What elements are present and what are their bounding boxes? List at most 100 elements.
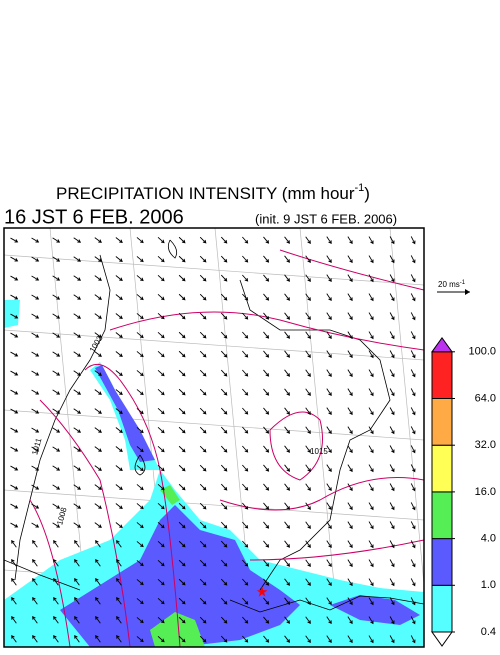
wind-arrow bbox=[347, 369, 353, 378]
wind-arrow bbox=[74, 578, 80, 586]
wind-arrow bbox=[389, 483, 395, 492]
wind-arrow bbox=[410, 274, 416, 283]
wind-arrow bbox=[368, 597, 374, 606]
wind-arrow bbox=[74, 597, 80, 605]
wind-arrow bbox=[199, 236, 207, 244]
wind-arrow bbox=[10, 446, 19, 452]
wind-arrow bbox=[53, 597, 59, 605]
wind-arrow bbox=[199, 578, 207, 586]
wind-arrow bbox=[284, 388, 290, 396]
wind-arrow bbox=[94, 484, 102, 490]
wind-arrow bbox=[199, 464, 207, 472]
wind-arrow bbox=[31, 522, 40, 528]
wind-arrow bbox=[136, 389, 144, 396]
wind-arrow bbox=[368, 388, 374, 397]
wind-arrow bbox=[199, 559, 207, 567]
wind-arrow bbox=[52, 256, 61, 262]
wind-arrow bbox=[10, 503, 19, 509]
wind-arrow bbox=[389, 635, 395, 644]
reference-arrowhead bbox=[465, 289, 470, 295]
wind-arrow bbox=[284, 331, 290, 339]
wind-arrow bbox=[326, 578, 332, 587]
wind-arrow bbox=[263, 293, 270, 301]
wind-arrow bbox=[389, 369, 395, 378]
wind-arrow bbox=[31, 237, 40, 243]
wind-arrow bbox=[115, 446, 123, 453]
map-frame bbox=[3, 227, 425, 648]
wind-vectors bbox=[10, 236, 416, 644]
wind-arrow bbox=[199, 407, 207, 415]
parallel bbox=[4, 409, 424, 441]
wind-arrow bbox=[199, 597, 207, 605]
wind-arrow bbox=[326, 236, 332, 245]
wind-arrow bbox=[389, 407, 395, 416]
wind-arrow bbox=[116, 540, 122, 548]
wind-arrow bbox=[32, 559, 38, 567]
wind-arrow bbox=[10, 389, 19, 395]
colorbar-over bbox=[431, 336, 453, 353]
wind-arrow bbox=[178, 502, 186, 510]
wind-arrow bbox=[284, 559, 290, 567]
wind-arrow bbox=[136, 636, 144, 643]
wind-arrow bbox=[263, 312, 270, 320]
wind-arrow bbox=[410, 464, 416, 473]
wind-arrow bbox=[73, 522, 82, 528]
wind-arrow bbox=[94, 256, 102, 262]
wind-arrow bbox=[178, 274, 186, 282]
wind-arrow bbox=[136, 617, 144, 624]
wind-arrow bbox=[157, 636, 165, 643]
isobar bbox=[39, 399, 131, 647]
wind-arrow bbox=[242, 350, 249, 358]
wind-arrow bbox=[305, 540, 311, 548]
wind-arrow bbox=[178, 369, 186, 377]
wind-arrow bbox=[305, 388, 311, 396]
wind-arrow bbox=[94, 370, 102, 376]
wind-arrow bbox=[74, 540, 80, 548]
wind-arrow bbox=[178, 445, 186, 453]
wind-arrow bbox=[10, 275, 19, 281]
precip-blue bbox=[60, 505, 300, 647]
wind-arrow bbox=[410, 255, 416, 264]
wind-arrow bbox=[199, 350, 207, 358]
wind-arrow bbox=[305, 350, 311, 358]
wind-arrow bbox=[220, 502, 228, 510]
colorbar-box bbox=[431, 538, 453, 586]
wind-arrow bbox=[368, 255, 374, 264]
wind-arrow bbox=[242, 426, 249, 434]
wind-arrow bbox=[157, 256, 165, 263]
wind-arrow bbox=[199, 540, 207, 548]
wind-arrow bbox=[136, 313, 144, 320]
wind-arrow bbox=[263, 445, 270, 453]
wind-arrow bbox=[74, 559, 80, 567]
coastline bbox=[4, 239, 424, 613]
wind-arrow bbox=[347, 464, 353, 473]
precip-blue-band bbox=[95, 365, 155, 462]
wind-arrow bbox=[178, 388, 186, 396]
wind-arrow bbox=[305, 274, 311, 282]
wind-arrow bbox=[368, 236, 374, 245]
wind-arrow bbox=[410, 369, 416, 378]
wind-arrow bbox=[31, 465, 40, 471]
wind-arrow bbox=[178, 540, 186, 548]
wind-arrow bbox=[178, 559, 186, 567]
wind-arrow bbox=[157, 313, 165, 320]
colorbar: 0.4 1.0 4.0 16.0 32.0 64.0 100.0 bbox=[431, 336, 496, 647]
wind-arrow bbox=[242, 388, 249, 396]
wind-arrow bbox=[389, 426, 395, 435]
wind-arrow bbox=[347, 331, 353, 340]
wind-arrow bbox=[94, 275, 102, 281]
wind-arrow bbox=[157, 351, 165, 358]
wind-arrow bbox=[136, 294, 144, 301]
wind-arrow bbox=[31, 484, 40, 490]
wind-arrow bbox=[199, 445, 207, 453]
wind-arrow bbox=[263, 350, 270, 358]
wind-arrow bbox=[11, 540, 17, 548]
wind-arrow bbox=[94, 522, 102, 528]
wind-arrow bbox=[115, 370, 123, 377]
wind-arrow bbox=[410, 483, 416, 492]
wind-arrow bbox=[53, 540, 59, 548]
wind-arrow bbox=[242, 274, 249, 282]
title-text: PRECIPITATION INTENSITY (mm hour bbox=[56, 184, 355, 203]
wind-arrow bbox=[136, 370, 144, 377]
wind-arrow bbox=[220, 236, 228, 244]
